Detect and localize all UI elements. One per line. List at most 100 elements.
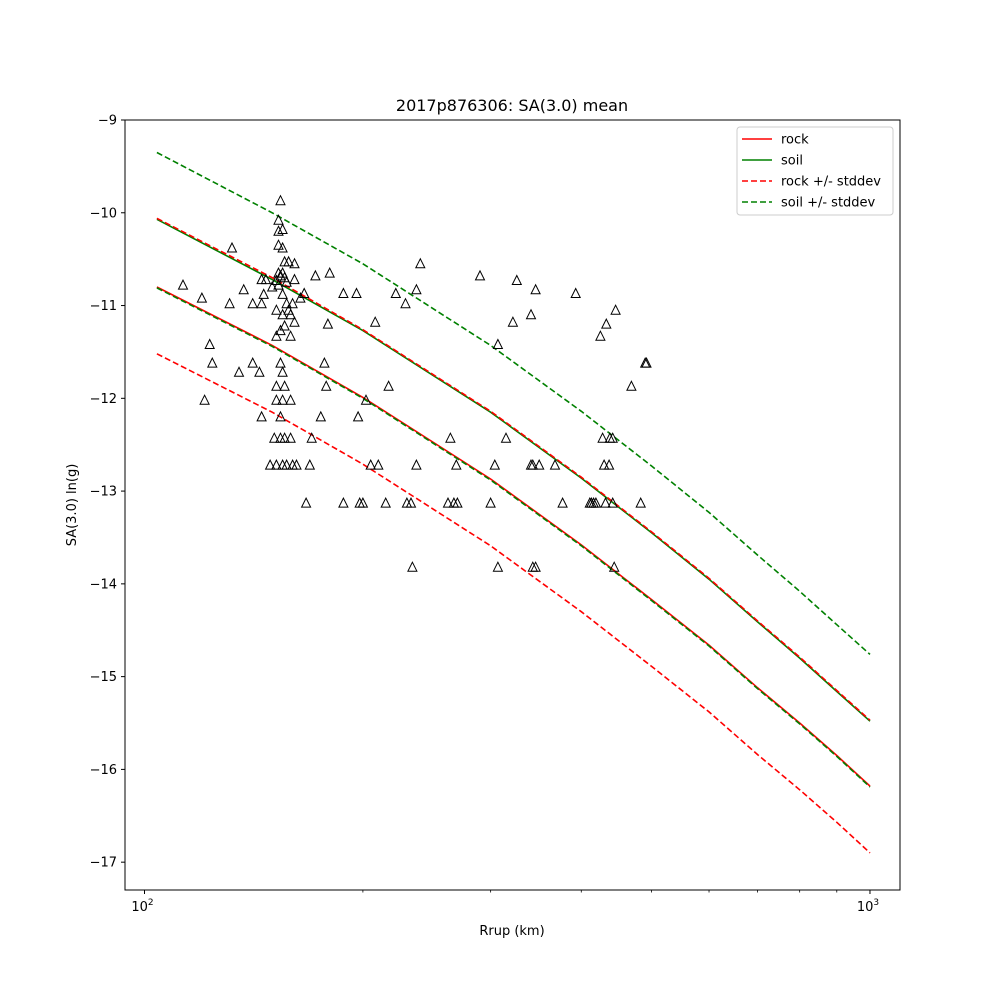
data-point bbox=[271, 458, 282, 470]
y-axis-label: SA(3.0) ln(g) bbox=[65, 464, 80, 547]
data-point bbox=[279, 380, 290, 391]
data-point bbox=[281, 458, 292, 470]
data-point bbox=[351, 287, 362, 298]
data-point bbox=[338, 287, 349, 298]
data-point bbox=[372, 458, 384, 470]
data-point bbox=[289, 316, 300, 327]
data-point bbox=[319, 356, 330, 368]
data-point bbox=[600, 496, 611, 508]
data-point bbox=[530, 283, 541, 295]
series-line-soil-minus bbox=[156, 287, 871, 788]
series-lines bbox=[156, 151, 871, 854]
data-point bbox=[492, 561, 504, 572]
y-tick-label: −13 bbox=[90, 485, 117, 500]
y-tick-label: −15 bbox=[90, 670, 117, 685]
y-tick-label: −11 bbox=[90, 299, 117, 314]
data-point bbox=[271, 304, 282, 315]
data-point bbox=[271, 394, 282, 405]
data-point bbox=[271, 330, 282, 341]
data-point bbox=[300, 496, 312, 508]
data-point bbox=[291, 458, 302, 470]
data-point bbox=[273, 278, 284, 290]
data-point bbox=[525, 308, 537, 320]
data-point bbox=[224, 297, 235, 309]
data-point bbox=[489, 458, 501, 470]
data-point bbox=[238, 283, 250, 295]
data-point bbox=[500, 432, 512, 443]
data-point bbox=[360, 394, 372, 405]
data-point bbox=[254, 366, 265, 377]
data-point bbox=[595, 330, 606, 341]
data-point bbox=[268, 432, 280, 443]
data-point bbox=[285, 308, 296, 320]
data-point bbox=[357, 496, 369, 508]
data-point bbox=[226, 241, 238, 253]
data-point bbox=[206, 356, 218, 368]
y-tick-label: −16 bbox=[90, 763, 117, 778]
data-point bbox=[442, 496, 454, 508]
data-point bbox=[277, 394, 288, 405]
data-point bbox=[608, 561, 620, 572]
data-point bbox=[247, 356, 259, 368]
data-point bbox=[315, 410, 327, 422]
data-point bbox=[390, 287, 402, 298]
data-point bbox=[474, 269, 486, 281]
series-line-rock-plus bbox=[156, 217, 871, 721]
data-point bbox=[281, 276, 292, 287]
y-tick-label: −10 bbox=[90, 206, 117, 221]
data-point bbox=[511, 274, 523, 285]
data-point bbox=[352, 410, 364, 422]
data-point bbox=[607, 432, 619, 443]
data-point bbox=[411, 283, 422, 295]
observed-points bbox=[177, 194, 652, 572]
data-point bbox=[635, 496, 647, 508]
legend-label: rock +/- stddev bbox=[781, 175, 881, 190]
data-point bbox=[310, 269, 321, 281]
plot-frame bbox=[124, 119, 901, 891]
data-point bbox=[285, 330, 296, 341]
data-point bbox=[607, 496, 619, 508]
legend-label: rock bbox=[781, 133, 809, 148]
data-point bbox=[260, 273, 272, 285]
data-point bbox=[277, 366, 288, 377]
data-point bbox=[298, 287, 310, 298]
data-point bbox=[283, 255, 294, 267]
data-point bbox=[590, 496, 602, 508]
chart-title: 2017p876306: SA(3.0) mean bbox=[396, 96, 628, 115]
data-point bbox=[445, 432, 456, 443]
data-point bbox=[275, 194, 286, 206]
data-point bbox=[287, 297, 298, 309]
data-point bbox=[279, 319, 290, 331]
legend-label: soil bbox=[781, 154, 803, 169]
data-point bbox=[600, 317, 612, 329]
data-point bbox=[492, 338, 504, 349]
data-point bbox=[247, 297, 259, 309]
data-point bbox=[177, 278, 189, 290]
data-point bbox=[289, 257, 300, 269]
data-point bbox=[196, 291, 208, 303]
data-point bbox=[400, 297, 411, 309]
data-point bbox=[380, 496, 392, 508]
data-point bbox=[507, 316, 519, 327]
data-point bbox=[383, 380, 394, 391]
data-point bbox=[277, 288, 288, 299]
data-point bbox=[533, 458, 545, 470]
x-axis-label: Rrup (km) bbox=[479, 924, 544, 939]
y-tick-label: −9 bbox=[98, 114, 117, 129]
data-point bbox=[256, 297, 267, 309]
data-point bbox=[281, 297, 292, 309]
data-point bbox=[258, 288, 270, 299]
data-point bbox=[338, 496, 349, 508]
data-point bbox=[597, 432, 608, 443]
data-point bbox=[264, 458, 276, 470]
data-point bbox=[199, 394, 210, 405]
data-point bbox=[485, 496, 496, 508]
data-point bbox=[322, 317, 334, 329]
data-point bbox=[369, 316, 381, 327]
data-point bbox=[285, 432, 296, 443]
data-point bbox=[320, 380, 332, 391]
data-point bbox=[289, 273, 300, 285]
data-point bbox=[527, 458, 539, 470]
data-point bbox=[256, 410, 267, 422]
